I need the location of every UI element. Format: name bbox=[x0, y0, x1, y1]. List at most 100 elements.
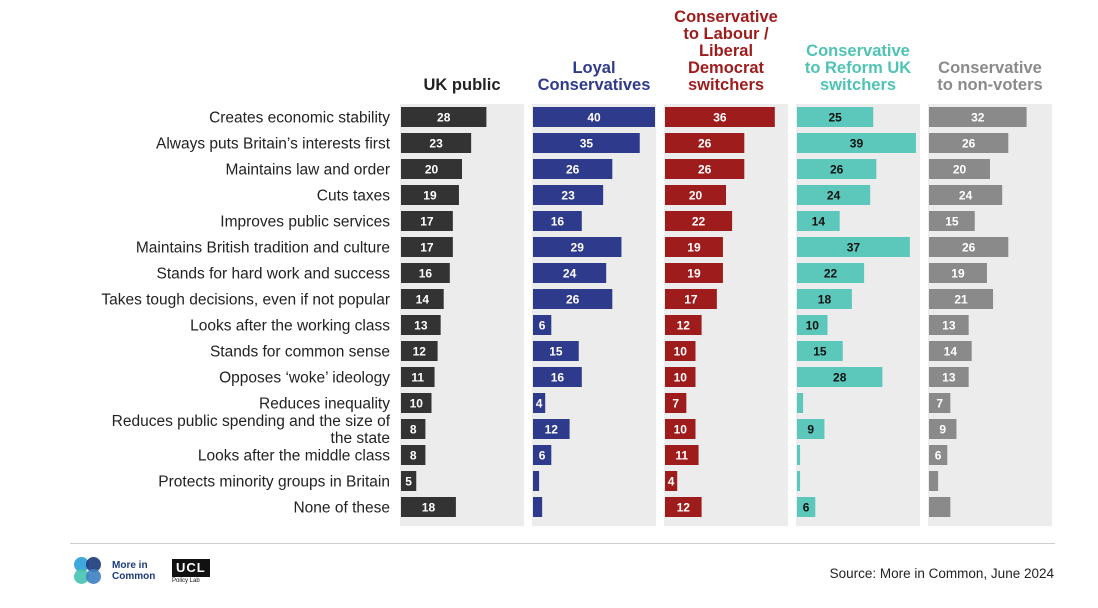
data-label-series-1-row-1: 28 bbox=[437, 111, 451, 125]
bar-series-4-row-8 bbox=[797, 289, 852, 309]
more-in-common-logo-icon bbox=[74, 557, 102, 585]
category-label-5: Improves public services bbox=[220, 214, 390, 231]
data-label-series-5-row-11: 13 bbox=[942, 371, 956, 385]
bar-series-1-row-6 bbox=[401, 237, 453, 257]
bar-series-5-row-7 bbox=[929, 263, 987, 283]
data-label-series-3-row-4: 20 bbox=[689, 189, 703, 203]
bar-series-5-row-3 bbox=[929, 159, 990, 179]
bar-series-3-row-3 bbox=[665, 159, 745, 179]
bar-series-3-row-12 bbox=[665, 393, 687, 413]
bar-series-3-row-11 bbox=[665, 367, 696, 387]
bar-series-3-row-10 bbox=[665, 341, 696, 361]
data-label-series-3-row-15: 4 bbox=[668, 475, 675, 489]
bar-series-3-row-15 bbox=[665, 471, 678, 491]
category-label-11: Opposes ‘woke’ ideology bbox=[219, 370, 390, 387]
data-label-series-1-row-9: 13 bbox=[414, 319, 428, 333]
data-label-series-3-row-1: 36 bbox=[713, 111, 727, 125]
bar-series-5-row-13 bbox=[929, 419, 957, 439]
bar-series-2-row-12 bbox=[533, 393, 546, 413]
data-label-series-4-row-8: 18 bbox=[818, 293, 832, 307]
more-in-common-logo-text: More in Common bbox=[112, 560, 156, 582]
bar-series-2-row-10 bbox=[533, 341, 579, 361]
data-label-series-4-row-3: 26 bbox=[830, 163, 844, 177]
bar-series-1-row-5 bbox=[401, 211, 453, 231]
data-label-series-4-row-11: 28 bbox=[833, 371, 847, 385]
data-label-series-4-row-16: 6 bbox=[803, 501, 810, 515]
data-label-series-2-row-6: 29 bbox=[571, 241, 585, 255]
bar-series-3-row-8 bbox=[665, 289, 717, 309]
column-header-5-line-2: to non-voters bbox=[937, 76, 1042, 94]
data-label-series-3-row-8: 17 bbox=[684, 293, 698, 307]
bar-series-5-row-5 bbox=[929, 211, 975, 231]
bar-series-1-row-15 bbox=[401, 471, 417, 491]
bar-series-1-row-12 bbox=[401, 393, 432, 413]
category-label-15: Protects minority groups in Britain bbox=[158, 474, 390, 491]
source-note: Source: More in Common, June 2024 bbox=[829, 566, 1054, 581]
bar-series-1-row-9 bbox=[401, 315, 441, 335]
bar-series-2-row-16 bbox=[533, 497, 543, 517]
data-label-series-2-row-11: 16 bbox=[551, 371, 565, 385]
bar-series-5-row-11 bbox=[929, 367, 969, 387]
bar-series-2-row-15 bbox=[533, 471, 540, 491]
bar-series-5-row-2 bbox=[929, 133, 1009, 153]
bar-series-4-row-6 bbox=[797, 237, 910, 257]
footer-logos: More in Common UCL Policy Lab bbox=[74, 556, 210, 586]
bar-series-2-row-2 bbox=[533, 133, 640, 153]
data-label-series-3-row-11: 10 bbox=[674, 371, 688, 385]
data-label-series-1-row-12: 10 bbox=[410, 397, 424, 411]
data-label-series-4-row-1: 25 bbox=[828, 111, 842, 125]
data-label-series-1-row-7: 16 bbox=[419, 267, 433, 281]
data-label-series-1-row-5: 17 bbox=[420, 215, 434, 229]
data-label-series-2-row-10: 15 bbox=[549, 345, 563, 359]
bar-series-3-row-14 bbox=[665, 445, 699, 465]
data-label-series-2-row-5: 16 bbox=[551, 215, 565, 229]
category-label-16: None of these bbox=[293, 500, 390, 517]
bar-series-5-row-4 bbox=[929, 185, 1003, 205]
category-label-14: Looks after the middle class bbox=[198, 448, 390, 465]
bar-series-1-row-13 bbox=[401, 419, 426, 439]
column-header-2-line-1: Loyal bbox=[572, 59, 615, 77]
data-label-series-3-row-2: 26 bbox=[698, 137, 712, 151]
data-label-series-3-row-7: 19 bbox=[687, 267, 701, 281]
bar-series-2-row-5 bbox=[533, 211, 582, 231]
category-label-12: Reduces inequality bbox=[259, 396, 390, 413]
bar-series-3-row-6 bbox=[665, 237, 723, 257]
data-label-series-3-row-6: 19 bbox=[687, 241, 701, 255]
column-header-3-line-1: Conservative bbox=[674, 8, 778, 26]
bar-series-5-row-9 bbox=[929, 315, 969, 335]
bar-series-4-row-5 bbox=[797, 211, 840, 231]
data-label-series-1-row-8: 14 bbox=[416, 293, 430, 307]
bar-series-3-row-1 bbox=[665, 107, 775, 127]
bar-series-3-row-5 bbox=[665, 211, 733, 231]
bar-series-5-row-1 bbox=[929, 107, 1027, 127]
data-label-series-1-row-10: 12 bbox=[413, 345, 427, 359]
bar-series-5-row-15 bbox=[929, 471, 939, 491]
bar-series-4-row-12 bbox=[797, 393, 804, 413]
bar-series-2-row-7 bbox=[533, 263, 607, 283]
bar-series-4-row-9 bbox=[797, 315, 828, 335]
bar-series-1-row-4 bbox=[401, 185, 459, 205]
bar-series-1-row-8 bbox=[401, 289, 444, 309]
column-header-4-line-2: to Reform UK bbox=[805, 59, 911, 77]
data-label-series-2-row-7: 24 bbox=[563, 267, 577, 281]
bar-series-1-row-11 bbox=[401, 367, 435, 387]
bar-series-4-row-16 bbox=[797, 497, 816, 517]
data-label-series-5-row-6: 26 bbox=[962, 241, 976, 255]
data-label-series-2-row-4: 23 bbox=[561, 189, 575, 203]
category-label-7: Stands for hard work and success bbox=[157, 266, 391, 283]
data-label-series-1-row-11: 11 bbox=[411, 371, 424, 385]
data-label-series-1-row-16: 18 bbox=[422, 501, 436, 515]
bar-series-4-row-15 bbox=[797, 471, 801, 491]
category-label-1: Creates economic stability bbox=[209, 110, 390, 127]
bar-series-3-row-2 bbox=[665, 133, 745, 153]
column-header-3-line-3: Liberal bbox=[699, 42, 753, 60]
data-label-series-4-row-6: 37 bbox=[847, 241, 861, 255]
bar-series-2-row-3 bbox=[533, 159, 613, 179]
data-label-series-3-row-10: 10 bbox=[674, 345, 688, 359]
data-label-series-4-row-9: 10 bbox=[806, 319, 820, 333]
data-label-series-2-row-8: 26 bbox=[566, 293, 580, 307]
data-label-series-1-row-15: 5 bbox=[405, 475, 412, 489]
data-label-series-4-row-10: 15 bbox=[813, 345, 827, 359]
data-label-series-4-row-2: 39 bbox=[850, 137, 864, 151]
